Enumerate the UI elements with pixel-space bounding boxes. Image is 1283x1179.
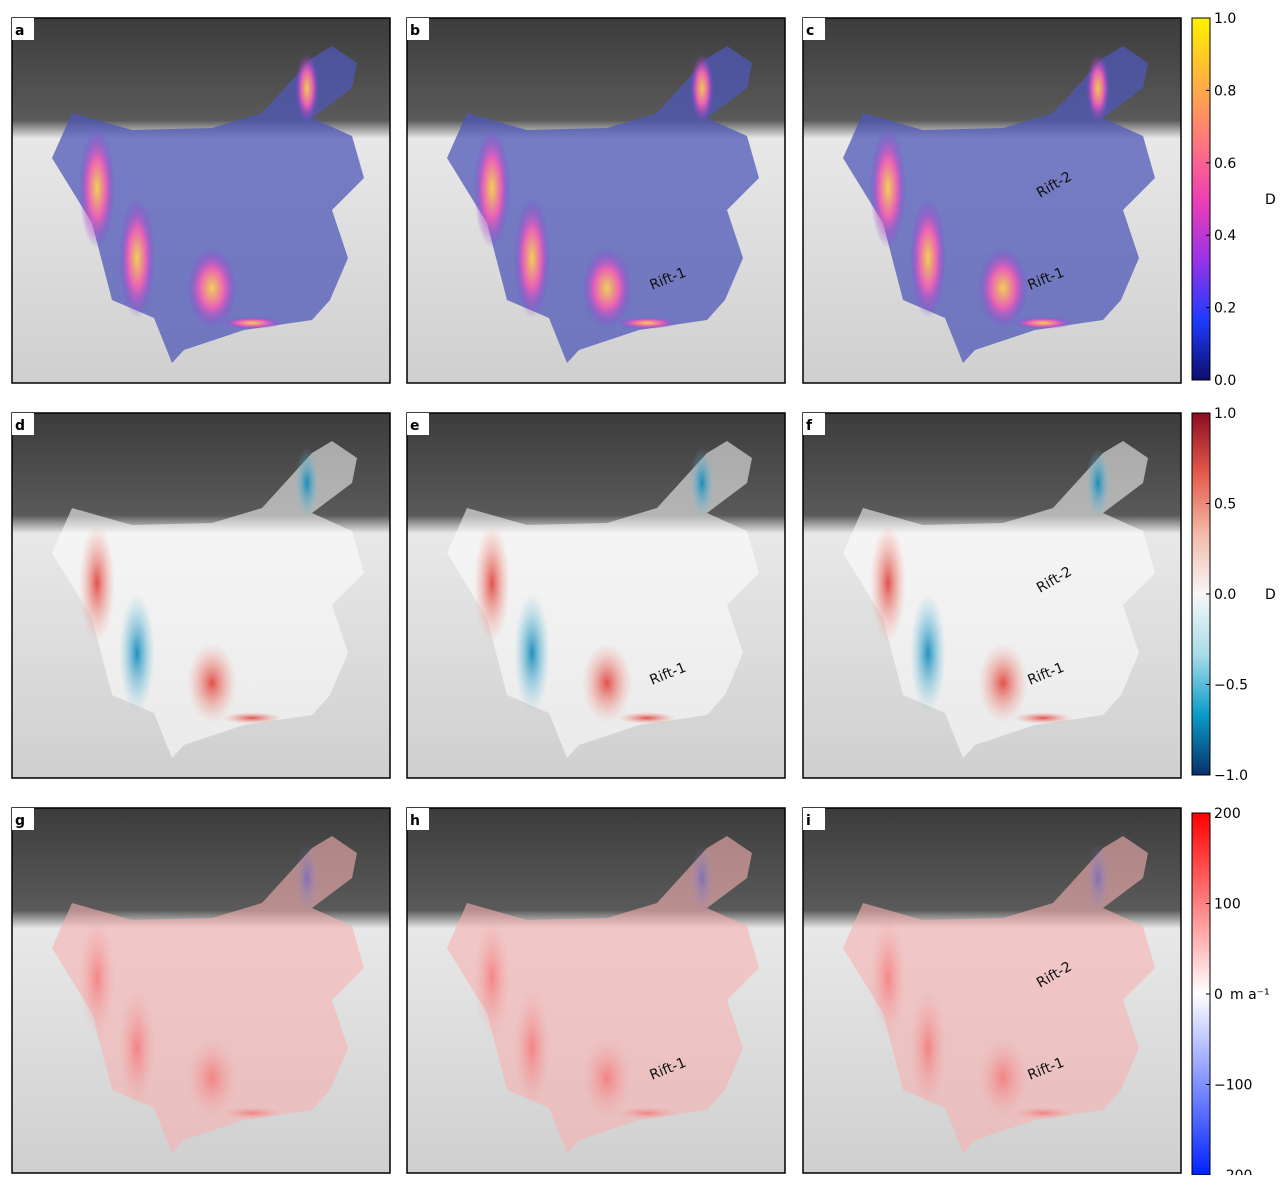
panel: d — [12, 413, 390, 778]
colorbar-label: D — [1265, 587, 1276, 603]
colorbar-tick-label: −1.0 — [1214, 768, 1248, 784]
field-feature — [690, 843, 714, 913]
colorbar-tick-label: −100 — [1214, 1078, 1252, 1094]
field-feature — [79, 918, 115, 1038]
colorbar-label: D — [1265, 192, 1276, 208]
colorbar-tick-label: 1.0 — [1214, 406, 1236, 422]
colorbar-tick-label: 1.0 — [1214, 11, 1236, 27]
field-feature — [222, 712, 282, 724]
field-feature — [119, 988, 155, 1108]
figure: a bRift-1cRift-2Rift-1 d eRift-1fRift-2Rift… — [0, 0, 1283, 1175]
field-feature — [1086, 448, 1110, 518]
field-feature — [514, 593, 550, 713]
panel-label: a — [15, 23, 24, 39]
field-feature — [1013, 1107, 1073, 1119]
field-feature — [1086, 53, 1110, 123]
field-feature — [870, 918, 906, 1038]
field-feature — [910, 198, 946, 318]
field-feature — [474, 128, 510, 248]
field-feature — [295, 53, 319, 123]
field-feature — [978, 1038, 1028, 1118]
field-feature — [617, 712, 677, 724]
field-feature — [582, 643, 632, 723]
field-feature — [690, 448, 714, 518]
colorbar-tick-label: 0.0 — [1214, 373, 1236, 389]
field-feature — [187, 1038, 237, 1118]
field-feature — [474, 918, 510, 1038]
panel-label: g — [15, 813, 25, 829]
colorbar-tick-label: −0.5 — [1214, 678, 1248, 694]
field-feature — [187, 643, 237, 723]
field-feature — [870, 128, 906, 248]
field-feature — [187, 248, 237, 328]
field-feature — [295, 843, 319, 913]
field-feature — [690, 53, 714, 123]
field-feature — [617, 1107, 677, 1119]
colorbar-tick-label: −200 — [1214, 1168, 1252, 1175]
panel-label: i — [806, 813, 811, 829]
panel-label: f — [806, 418, 813, 434]
field-feature — [910, 988, 946, 1108]
colorbar-tick-label: 200 — [1214, 806, 1241, 822]
panel: g — [12, 808, 390, 1173]
field-feature — [79, 523, 115, 643]
field-feature — [222, 1107, 282, 1119]
field-feature — [295, 448, 319, 518]
field-feature — [474, 523, 510, 643]
field-feature — [617, 317, 677, 329]
field-feature — [1086, 843, 1110, 913]
field-feature — [79, 128, 115, 248]
field-feature — [514, 198, 550, 318]
colorbar-tick-label: 0 — [1214, 987, 1223, 1003]
panel-label: e — [410, 418, 420, 434]
field-feature — [978, 643, 1028, 723]
field-feature — [119, 198, 155, 318]
field-feature — [1013, 317, 1073, 329]
panel-label: b — [410, 23, 420, 39]
colorbar-tick-label: 0.2 — [1214, 301, 1236, 317]
colorbar-label: m a⁻¹ — [1230, 987, 1270, 1003]
colorbar-tick-label: 100 — [1214, 897, 1241, 913]
field-feature — [222, 317, 282, 329]
colorbar-tick-label: 0.6 — [1214, 156, 1236, 172]
field-feature — [910, 593, 946, 713]
field-feature — [582, 1038, 632, 1118]
panel: a — [12, 18, 390, 383]
colorbar-tick-label: 0.4 — [1214, 228, 1236, 244]
field-feature — [1013, 712, 1073, 724]
field-feature — [870, 523, 906, 643]
panel-label: h — [410, 813, 420, 829]
colorbar-tick-label: 0.5 — [1214, 497, 1236, 513]
panel-label: d — [15, 418, 25, 434]
panel-label: c — [806, 23, 814, 39]
colorbar-tick-label: 0.0 — [1214, 587, 1236, 603]
field-feature — [514, 988, 550, 1108]
field-feature — [119, 593, 155, 713]
field-feature — [582, 248, 632, 328]
field-feature — [978, 248, 1028, 328]
colorbar — [1192, 18, 1210, 380]
colorbar-tick-label: 0.8 — [1214, 83, 1236, 99]
